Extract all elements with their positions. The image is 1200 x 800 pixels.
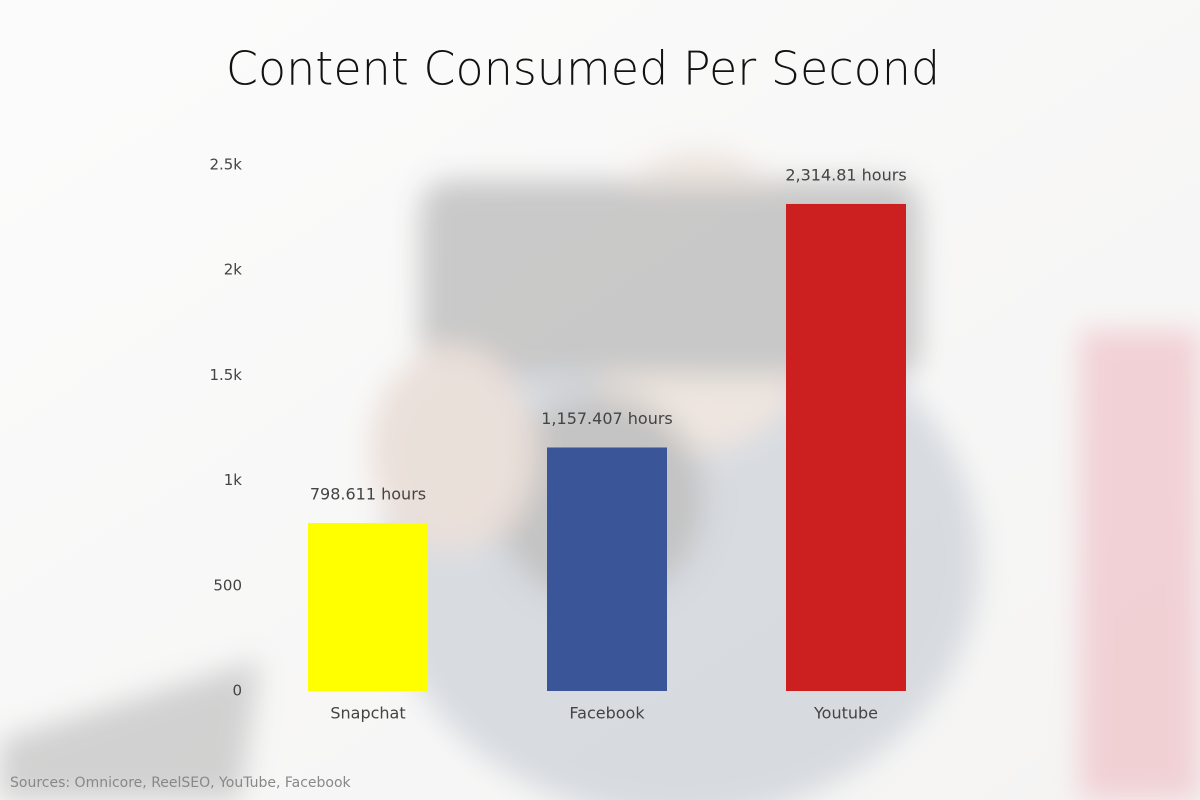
chart-title: Content Consumed Per Second xyxy=(226,42,940,96)
bar xyxy=(547,447,667,691)
bar xyxy=(786,203,906,691)
y-tick-label: 1.5k xyxy=(209,366,242,384)
value-label: 1,157.407 hours xyxy=(541,409,673,428)
value-label: 2,314.81 hours xyxy=(785,165,906,184)
x-tick-label: Facebook xyxy=(569,704,645,723)
y-tick-label: 0 xyxy=(232,682,242,700)
y-tick-label: 500 xyxy=(213,576,242,594)
y-tick-label: 1k xyxy=(224,471,243,489)
y-tick-label: 2k xyxy=(224,261,243,279)
x-tick-label: Youtube xyxy=(813,704,878,723)
x-tick-label: Snapchat xyxy=(330,704,405,723)
y-tick-label: 2.5k xyxy=(209,156,242,174)
value-label: 798.611 hours xyxy=(310,484,426,503)
source-note: Sources: Omnicore, ReelSEO, YouTube, Fac… xyxy=(10,775,352,791)
bar xyxy=(308,522,428,691)
